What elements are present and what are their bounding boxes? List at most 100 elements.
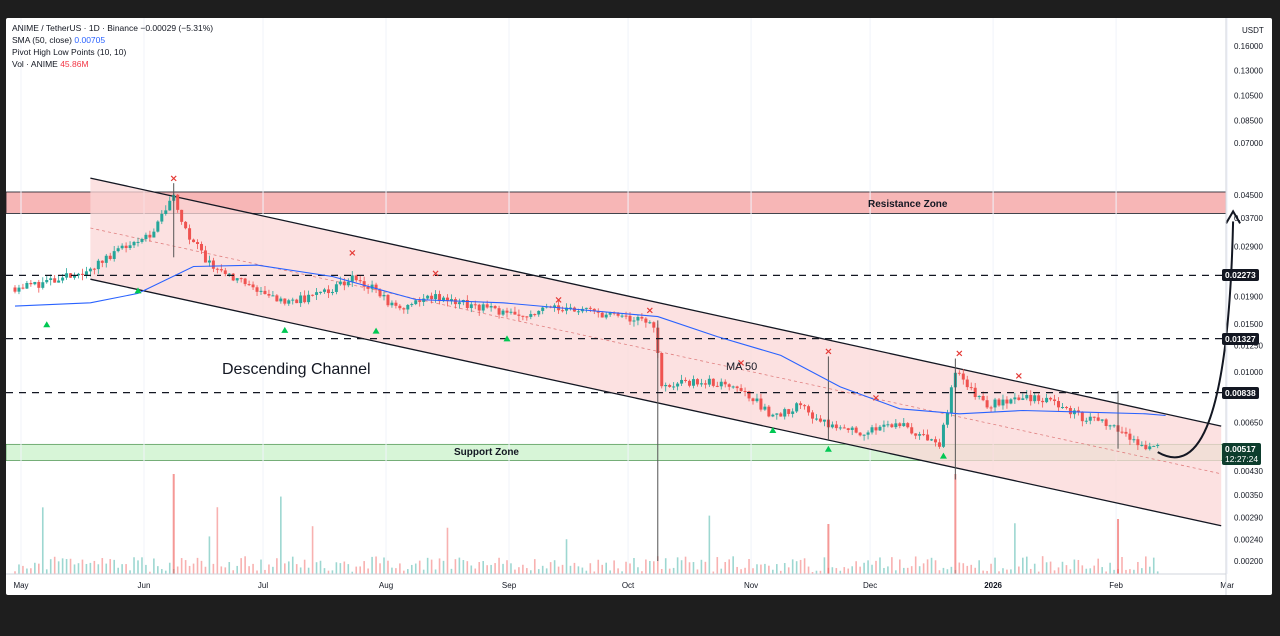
candle-body: [259, 290, 263, 292]
candle-body: [660, 353, 664, 387]
candle-body: [529, 314, 533, 317]
volume-bar: [700, 559, 703, 574]
candle-body: [890, 424, 894, 428]
volume-bar: [605, 562, 607, 574]
candle-body: [382, 294, 386, 297]
candle-body: [910, 427, 914, 434]
candle-body: [1045, 397, 1049, 403]
volume-bar: [526, 568, 528, 574]
candle-body: [140, 239, 144, 242]
candle-body: [513, 311, 517, 315]
volume-bar: [363, 561, 365, 574]
volume-bar: [145, 564, 147, 574]
volume-bar: [426, 557, 429, 574]
candle-body: [811, 412, 815, 419]
candle-body: [957, 372, 961, 374]
candle-body: [311, 294, 315, 296]
candle-body: [53, 278, 57, 283]
legend-sma-row[interactable]: SMA (50, close) 0.00705: [12, 34, 213, 46]
candle-body: [632, 320, 636, 322]
volume-spike: [954, 474, 957, 574]
volume-bar: [1018, 566, 1020, 574]
candle-body: [445, 297, 449, 302]
candle-body: [553, 305, 557, 308]
x-tick-label: Jun: [138, 581, 151, 590]
x-tick-label: Aug: [379, 581, 393, 590]
candle-body: [465, 300, 469, 309]
volume-bar: [728, 559, 730, 574]
y-tick-label: 0.01500: [1234, 320, 1263, 329]
candle-body: [13, 287, 17, 292]
volume-bar: [851, 566, 853, 574]
last-price-value: 0.00517: [1225, 444, 1256, 455]
volume-bar: [1129, 569, 1131, 574]
candle-body: [92, 268, 96, 270]
candle-body: [874, 427, 878, 431]
channel-fill: [90, 178, 1222, 526]
y-tick-label: 0.07000: [1234, 139, 1263, 148]
candle-body: [1005, 399, 1009, 404]
candle-body: [342, 281, 346, 286]
volume-bar: [768, 565, 770, 574]
candle-body: [283, 298, 287, 304]
volume-bar: [18, 564, 20, 574]
volume-bar: [704, 561, 707, 574]
candle-body: [1148, 446, 1152, 450]
x-tick-label: Feb: [1109, 581, 1123, 590]
volume-bar: [105, 563, 108, 574]
y-tick-label: 0.04500: [1234, 191, 1263, 200]
price-chart[interactable]: × × × × × × × × × × May Jun Jul Aug Sep Oct Nov Dec 2026 F…: [6, 18, 1272, 595]
candle-body: [279, 298, 283, 302]
candle-body: [406, 304, 410, 310]
candle-body: [362, 281, 366, 287]
legend-vol-row[interactable]: Vol · ANIME 45.86M: [12, 58, 213, 70]
y-tick-label: 0.00650: [1234, 418, 1263, 427]
chart-legend: ANIME / TetherUS · 1D · Binance −0.00029…: [12, 22, 213, 70]
candle-body: [894, 423, 898, 428]
candle-body: [830, 424, 834, 428]
volume-bar: [490, 564, 492, 574]
candle-body: [41, 282, 45, 288]
candle-body: [366, 286, 370, 289]
legend-symbol-row[interactable]: ANIME / TetherUS · 1D · Binance −0.00029…: [12, 22, 213, 34]
candle-body: [29, 282, 33, 285]
candle-body: [346, 281, 350, 286]
candle-body: [96, 260, 100, 270]
volume-bar: [57, 561, 60, 574]
volume-bar: [272, 566, 274, 574]
volume-bar: [327, 570, 330, 574]
legend-pivot-row[interactable]: Pivot High Low Points (10, 10): [12, 46, 213, 58]
volume-bar: [276, 558, 278, 574]
volume-bar: [89, 562, 92, 574]
volume-bar: [1049, 561, 1052, 574]
candle-body: [1001, 399, 1005, 406]
volume-bar: [625, 561, 627, 574]
volume-bar: [109, 559, 112, 574]
candle-body: [866, 432, 870, 435]
candle-body: [676, 383, 680, 387]
volume-bar: [1109, 562, 1111, 574]
volume-bar: [1141, 568, 1143, 574]
volume-bar: [244, 556, 246, 574]
candle-body: [370, 284, 374, 289]
candle-body: [1112, 425, 1116, 427]
volume-bar: [815, 570, 818, 574]
candle-body: [624, 315, 628, 317]
volume-bar: [466, 561, 469, 574]
candle-body: [350, 275, 354, 282]
candle-body: [803, 405, 807, 407]
volume-bar: [446, 527, 449, 574]
candle-body: [711, 378, 715, 386]
candle-body: [414, 300, 418, 305]
candle-body: [902, 423, 906, 427]
volume-bar: [153, 558, 155, 574]
candle-body: [136, 241, 140, 243]
candle-body: [207, 260, 211, 263]
price-change: −0.00029 (−5.31%): [140, 23, 214, 33]
volume-bar: [867, 560, 869, 574]
candle-body: [1120, 431, 1124, 433]
volume-bar: [684, 556, 687, 574]
volume-bar: [200, 560, 203, 574]
volume-bar: [506, 560, 508, 574]
volume-bar: [1093, 565, 1096, 574]
